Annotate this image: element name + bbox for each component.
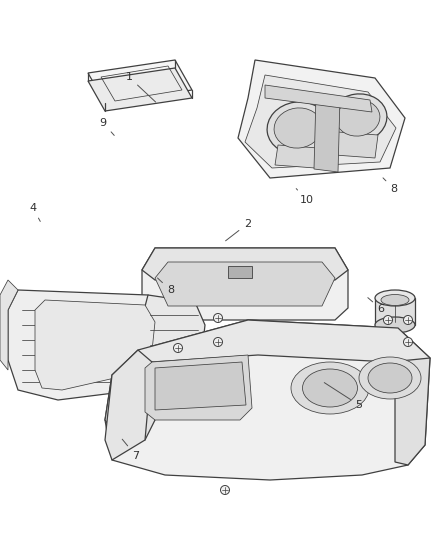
Polygon shape	[105, 320, 430, 480]
Ellipse shape	[384, 316, 392, 325]
Polygon shape	[142, 248, 348, 320]
Polygon shape	[155, 362, 246, 410]
Ellipse shape	[403, 316, 413, 325]
Ellipse shape	[220, 486, 230, 495]
Ellipse shape	[303, 369, 357, 407]
Polygon shape	[390, 358, 430, 465]
Polygon shape	[138, 295, 205, 388]
Text: 6: 6	[368, 297, 385, 314]
Polygon shape	[245, 75, 396, 168]
Polygon shape	[375, 298, 415, 325]
Polygon shape	[145, 355, 252, 420]
Ellipse shape	[375, 317, 415, 333]
Ellipse shape	[213, 337, 223, 346]
Text: 8: 8	[158, 278, 174, 295]
Polygon shape	[155, 262, 335, 306]
Ellipse shape	[173, 343, 183, 352]
Ellipse shape	[368, 363, 412, 393]
Ellipse shape	[329, 94, 387, 142]
Polygon shape	[0, 280, 18, 370]
Polygon shape	[335, 132, 378, 158]
Polygon shape	[265, 85, 372, 112]
Text: 4: 4	[29, 203, 40, 221]
Polygon shape	[142, 248, 348, 280]
Ellipse shape	[336, 100, 380, 136]
Text: 5: 5	[324, 383, 363, 410]
Polygon shape	[112, 320, 430, 375]
Ellipse shape	[403, 337, 413, 346]
Polygon shape	[105, 362, 155, 440]
Polygon shape	[88, 68, 192, 111]
Ellipse shape	[213, 313, 223, 322]
Text: 2: 2	[226, 219, 251, 241]
Polygon shape	[275, 145, 318, 168]
Ellipse shape	[274, 108, 322, 148]
Polygon shape	[8, 290, 162, 400]
Ellipse shape	[359, 357, 421, 399]
Text: 9: 9	[99, 118, 114, 135]
Ellipse shape	[381, 295, 409, 305]
Polygon shape	[35, 300, 155, 390]
Polygon shape	[228, 266, 252, 278]
Polygon shape	[238, 60, 405, 178]
Ellipse shape	[267, 102, 329, 154]
Polygon shape	[314, 95, 340, 172]
Text: 8: 8	[383, 178, 398, 194]
Text: 7: 7	[122, 439, 139, 461]
Ellipse shape	[291, 362, 369, 414]
Ellipse shape	[375, 290, 415, 306]
Text: 10: 10	[296, 189, 314, 205]
Polygon shape	[88, 60, 192, 103]
Text: 1: 1	[126, 72, 155, 102]
Polygon shape	[105, 350, 152, 460]
